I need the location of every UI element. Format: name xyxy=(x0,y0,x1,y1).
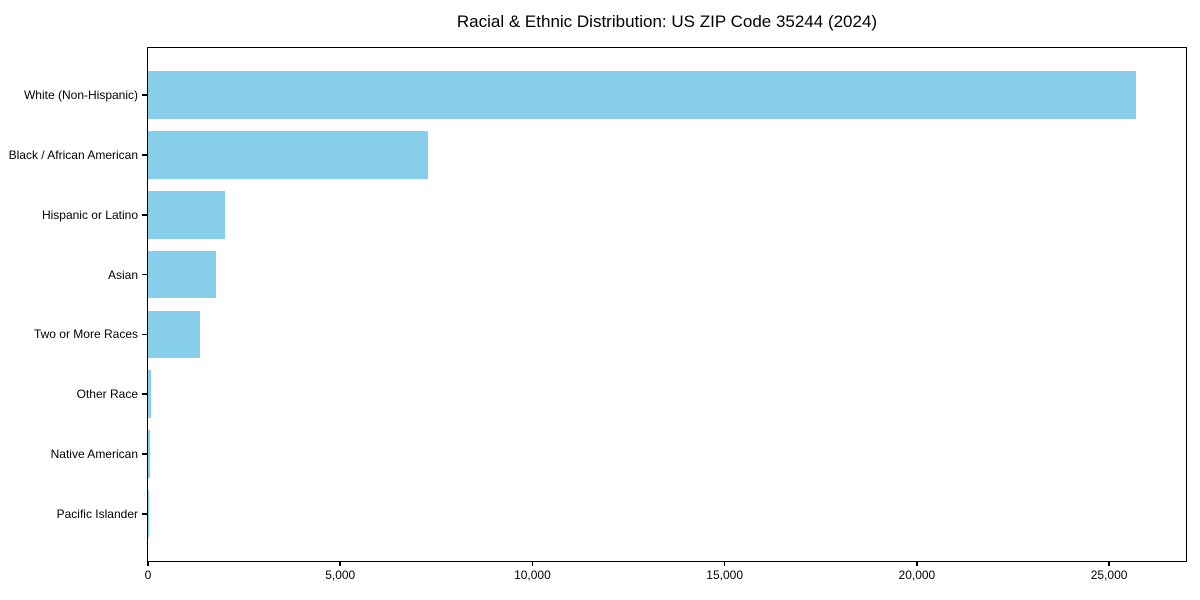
x-tick-mark xyxy=(531,561,534,566)
x-tick-label: 25,000 xyxy=(1090,568,1128,582)
y-tick-label: Asian xyxy=(107,267,138,282)
chart-title: Racial & Ethnic Distribution: US ZIP Cod… xyxy=(456,12,878,31)
y-tick-mark xyxy=(142,333,147,336)
x-tick-label: 0 xyxy=(144,568,152,582)
y-tick-label: Two or More Races xyxy=(33,327,138,342)
x-tick-label: 15,000 xyxy=(706,568,743,582)
bar xyxy=(148,71,1137,120)
y-tick-mark xyxy=(142,393,147,395)
y-tick-label: Native American xyxy=(50,447,138,461)
y-tick-label: Hispanic or Latino xyxy=(41,207,138,222)
y-tick-label: Pacific Islander xyxy=(56,506,138,521)
x-tick-mark xyxy=(147,561,149,566)
bar xyxy=(148,310,200,359)
y-tick-label: White (Non-Hispanic) xyxy=(23,88,138,103)
bar xyxy=(148,250,217,299)
y-tick-label: Black / African American xyxy=(8,148,138,162)
y-tick-mark xyxy=(142,154,147,156)
y-tick-mark xyxy=(142,214,147,216)
x-tick-mark xyxy=(1108,561,1110,566)
y-tick-mark xyxy=(142,513,147,515)
bar xyxy=(148,131,428,179)
x-tick-mark xyxy=(723,561,726,566)
x-tick-label: 5,000 xyxy=(325,568,356,582)
bar xyxy=(148,430,150,478)
y-tick-mark xyxy=(142,453,147,455)
plot-area xyxy=(147,47,1187,562)
x-tick-label: 10,000 xyxy=(514,568,551,582)
x-tick-mark xyxy=(339,561,341,566)
bar xyxy=(148,190,225,239)
y-tick-mark xyxy=(142,94,147,96)
bar xyxy=(148,370,152,419)
y-tick-mark xyxy=(142,273,147,276)
x-tick-label: 20,000 xyxy=(898,568,936,582)
x-tick-mark xyxy=(916,561,918,566)
y-tick-label: Other Race xyxy=(76,387,138,402)
